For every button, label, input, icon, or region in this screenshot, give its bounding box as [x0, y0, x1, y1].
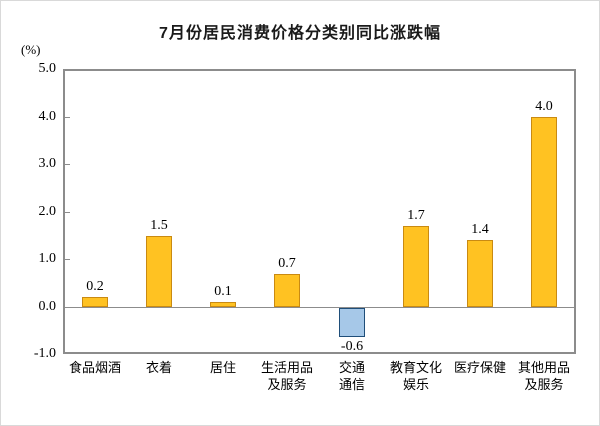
- y-axis-tick-label: 5.0: [38, 61, 57, 76]
- y-axis-tick-label: 0.0: [38, 299, 57, 314]
- bar-value-label: 0.2: [86, 279, 104, 294]
- y-axis-tick-label: 2.0: [38, 204, 57, 219]
- y-axis-tick-label: 4.0: [38, 109, 57, 124]
- bar: [210, 302, 236, 307]
- x-axis-label: 居住: [209, 360, 236, 375]
- bar-value-label: 1.5: [150, 218, 168, 233]
- x-axis-label: 医疗保健: [453, 360, 506, 375]
- y-axis-tick-label: 1.0: [38, 251, 57, 266]
- bar-value-label: 1.4: [471, 222, 489, 237]
- x-axis-label: 食品烟酒: [68, 360, 121, 375]
- y-axis-tick: [65, 259, 70, 260]
- bar-value-label: 4.0: [535, 99, 553, 114]
- bar-value-label: 1.7: [407, 208, 425, 223]
- bar: [403, 226, 429, 307]
- y-axis-tick: [65, 212, 70, 213]
- x-axis-label: 交通 通信: [338, 360, 365, 392]
- bar: [274, 274, 300, 307]
- zero-line: [65, 307, 574, 308]
- y-axis-tick-label: 3.0: [38, 156, 57, 171]
- y-axis-tick-label: -1.0: [33, 346, 56, 361]
- bar: [146, 236, 172, 307]
- bar: [467, 240, 493, 307]
- chart-title: 7月份居民消费价格分类别同比涨跌幅: [159, 25, 441, 42]
- bar-value-label: 0.1: [214, 284, 232, 299]
- bar: [531, 117, 557, 307]
- x-axis-label: 其他用品 及服务: [517, 360, 570, 392]
- y-axis-tick: [65, 164, 70, 165]
- y-axis-tick: [65, 117, 70, 118]
- bar-value-label: 0.7: [278, 256, 296, 271]
- bar-value-label: -0.6: [340, 339, 364, 354]
- x-axis-label: 生活用品 及服务: [260, 360, 313, 392]
- x-axis-label: 教育文化 娱乐: [389, 360, 442, 392]
- x-axis-label: 衣着: [145, 360, 172, 375]
- plot-area: [63, 69, 576, 354]
- bar: [339, 308, 365, 337]
- y-axis-unit-label: (%): [21, 42, 41, 57]
- bar: [82, 297, 108, 307]
